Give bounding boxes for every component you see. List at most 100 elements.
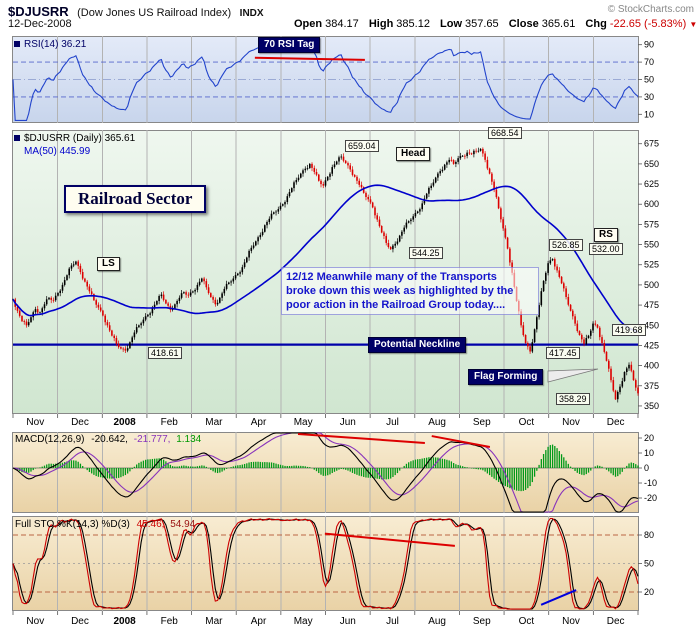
- sto-value-d: 54.94: [170, 519, 196, 530]
- axis-label: 650: [644, 159, 659, 169]
- open-value: 384.17: [325, 18, 359, 30]
- month-label: Dec: [71, 417, 89, 428]
- axis-label: 50: [644, 75, 654, 85]
- month-label: Nov: [26, 417, 44, 428]
- axis-label: 425: [644, 340, 659, 350]
- macd-trendline: [431, 435, 491, 448]
- month-label: Nov: [562, 417, 580, 428]
- commentary-line: broke down this week as highlighted by t…: [286, 285, 514, 297]
- month-label: Apr: [251, 616, 267, 627]
- right-shoulder-label: RS: [594, 228, 618, 242]
- price-callout-label: 659.04: [345, 140, 379, 152]
- axis-label: 375: [644, 381, 659, 391]
- head-label: Head: [396, 147, 431, 161]
- macd-trendline: [297, 432, 425, 444]
- high-value: 385.12: [396, 18, 430, 30]
- month-label: Feb: [161, 417, 179, 428]
- month-label: May: [294, 417, 313, 428]
- axis-label: 625: [644, 179, 659, 189]
- axis-label: 20: [644, 433, 654, 443]
- ma-legend-label: MA(50): [24, 146, 57, 157]
- axis-label: 30: [644, 92, 654, 102]
- month-label: Mar: [205, 616, 223, 627]
- price-callout-label: 417.45: [546, 347, 580, 359]
- axis-label: 600: [644, 199, 659, 209]
- ma-legend: MA(50) 445.99: [24, 146, 90, 157]
- neckline-label: Potential Neckline: [368, 337, 467, 353]
- legend-marker-icon: [14, 135, 20, 141]
- rsi-legend: RSI(14) 36.21: [14, 39, 86, 50]
- rsi-line: [12, 38, 639, 121]
- chg-value: -22.65 (-5.83%): [609, 18, 687, 30]
- axis-label: 450: [644, 320, 659, 330]
- sto-trendline: [324, 532, 455, 547]
- left-shoulder-label: LS: [97, 257, 120, 271]
- sto-trendline-blue: [540, 589, 577, 606]
- month-label: Nov: [562, 616, 580, 627]
- month-label: 2008: [113, 417, 136, 428]
- month-label: Aug: [428, 616, 446, 627]
- flag-forming-label: Flag Forming: [468, 369, 544, 385]
- price-legend-label: $DJUSRR (Daily): [24, 133, 102, 144]
- chart-date: 12-Dec-2008: [8, 18, 72, 30]
- copyright: © StockCharts.com: [607, 4, 694, 15]
- axis-label: 10: [644, 109, 654, 119]
- axis-label: 70: [644, 57, 654, 67]
- month-label: May: [294, 616, 313, 627]
- price-callout-label: 532.00: [589, 243, 623, 255]
- month-label: Oct: [519, 417, 535, 428]
- month-label: Sep: [473, 417, 491, 428]
- month-label: Feb: [161, 616, 179, 627]
- axis-label: 350: [644, 401, 659, 411]
- price-callout-label: 668.54: [488, 127, 522, 139]
- price-legend: $DJUSRR (Daily) 365.61: [14, 133, 135, 144]
- axis-label: 80: [644, 530, 654, 540]
- chg-label: Chg: [585, 18, 607, 30]
- ohlc-row: Open 384.17 High 385.12 Low 357.65 Close 365…: [294, 18, 697, 30]
- month-label: 2008: [113, 616, 136, 627]
- rsi-tag-annotation: 70 RSI Tag: [258, 37, 321, 53]
- axis-label: 20: [644, 587, 654, 597]
- commentary-line: poor action in the Railroad Group today.…: [286, 299, 506, 311]
- close-value: 365.61: [541, 18, 576, 30]
- low-label: Low: [440, 18, 463, 30]
- ma-legend-value: 445.99: [59, 146, 91, 157]
- axis-label: 550: [644, 240, 659, 250]
- candlestick-series: [12, 147, 639, 403]
- axis-label: -10: [644, 478, 657, 488]
- axis-label: 50: [644, 559, 654, 569]
- month-label: Dec: [607, 616, 625, 627]
- month-label: Sep: [473, 616, 491, 627]
- month-label: Jul: [386, 417, 399, 428]
- axis-label: 400: [644, 361, 659, 371]
- macd-legend: MACD(12,26,9) -20.642, -21.777, 1.134: [15, 434, 201, 445]
- flag-arrow: [547, 368, 599, 383]
- month-label: Oct: [519, 616, 535, 627]
- month-label: Apr: [251, 417, 267, 428]
- commentary-line: 12/12 Meanwhile many of the Transports: [286, 271, 497, 283]
- rsi-legend-label: RSI(14): [24, 39, 59, 50]
- price-callout-label: 419.68: [612, 324, 646, 336]
- close-label: Close: [508, 18, 539, 30]
- ma50-line: [12, 184, 639, 334]
- ticker-exchange: INDX: [239, 8, 264, 19]
- axis-label: 10: [644, 448, 654, 458]
- price-callout-label: 418.61: [148, 347, 182, 359]
- macd-line: [12, 432, 639, 513]
- legend-marker-icon: [14, 41, 20, 47]
- sto-k-line: [12, 517, 639, 610]
- sto-legend-label: Full STO %K(14,3) %D(3): [15, 519, 130, 530]
- axis-label: 525: [644, 260, 659, 270]
- month-label: Dec: [71, 616, 89, 627]
- month-label: Nov: [26, 616, 44, 627]
- macd-value-1: -20.642,: [91, 434, 128, 445]
- axis-label: 575: [644, 219, 659, 229]
- sto-value-k: 45.46,: [136, 519, 165, 530]
- commentary-note: 12/12 Meanwhile many of the Transports b…: [281, 267, 539, 315]
- rsi-trendline: [254, 56, 365, 61]
- price-callout-label: 526.85: [549, 239, 583, 251]
- ticker-name: (Dow Jones US Railroad Index): [77, 7, 232, 19]
- price-callout-label: 544.25: [409, 247, 443, 259]
